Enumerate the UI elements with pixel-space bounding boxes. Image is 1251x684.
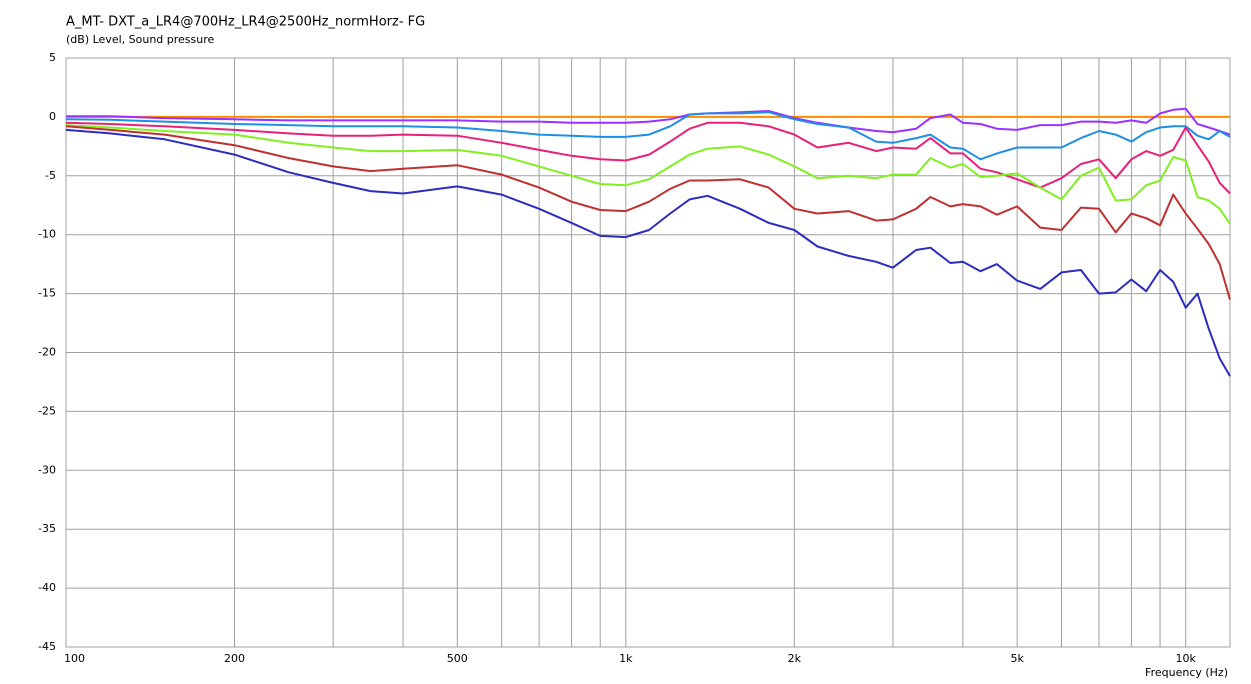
y-tick-label: -20 bbox=[38, 346, 56, 359]
y-tick-label: -35 bbox=[38, 522, 56, 535]
x-tick-label: 500 bbox=[447, 652, 468, 665]
y-tick-label: -15 bbox=[38, 287, 56, 300]
x-tick-label: 2k bbox=[788, 652, 802, 665]
x-axis-label: Frequency (Hz) bbox=[1145, 666, 1228, 679]
y-axis-label: (dB) Level, Sound pressure bbox=[66, 33, 215, 46]
x-tick-label: 1k bbox=[619, 652, 633, 665]
series-line bbox=[65, 125, 1231, 300]
series-line bbox=[65, 121, 1231, 195]
series-line bbox=[65, 124, 1231, 225]
y-tick-label: 5 bbox=[49, 51, 56, 64]
y-tick-label: -30 bbox=[38, 463, 56, 476]
y-tick-label: -10 bbox=[38, 228, 56, 241]
y-tick-label: -45 bbox=[38, 640, 56, 653]
x-tick-label: 200 bbox=[224, 652, 245, 665]
x-tick-label: 5k bbox=[1010, 652, 1024, 665]
series-line bbox=[65, 111, 1231, 161]
y-tick-label: -40 bbox=[38, 581, 56, 594]
y-tick-label: 0 bbox=[49, 110, 56, 123]
series-line bbox=[65, 128, 1231, 377]
chart-title: A_MT- DXT_a_LR4@700Hz_LR4@2500Hz_normHor… bbox=[66, 15, 425, 30]
series-line bbox=[66, 107, 1231, 136]
y-tick-label: -5 bbox=[45, 169, 56, 182]
x-tick-label: 100 bbox=[64, 652, 85, 665]
y-tick-label: -25 bbox=[38, 404, 56, 417]
x-tick-label: 10k bbox=[1175, 652, 1196, 665]
